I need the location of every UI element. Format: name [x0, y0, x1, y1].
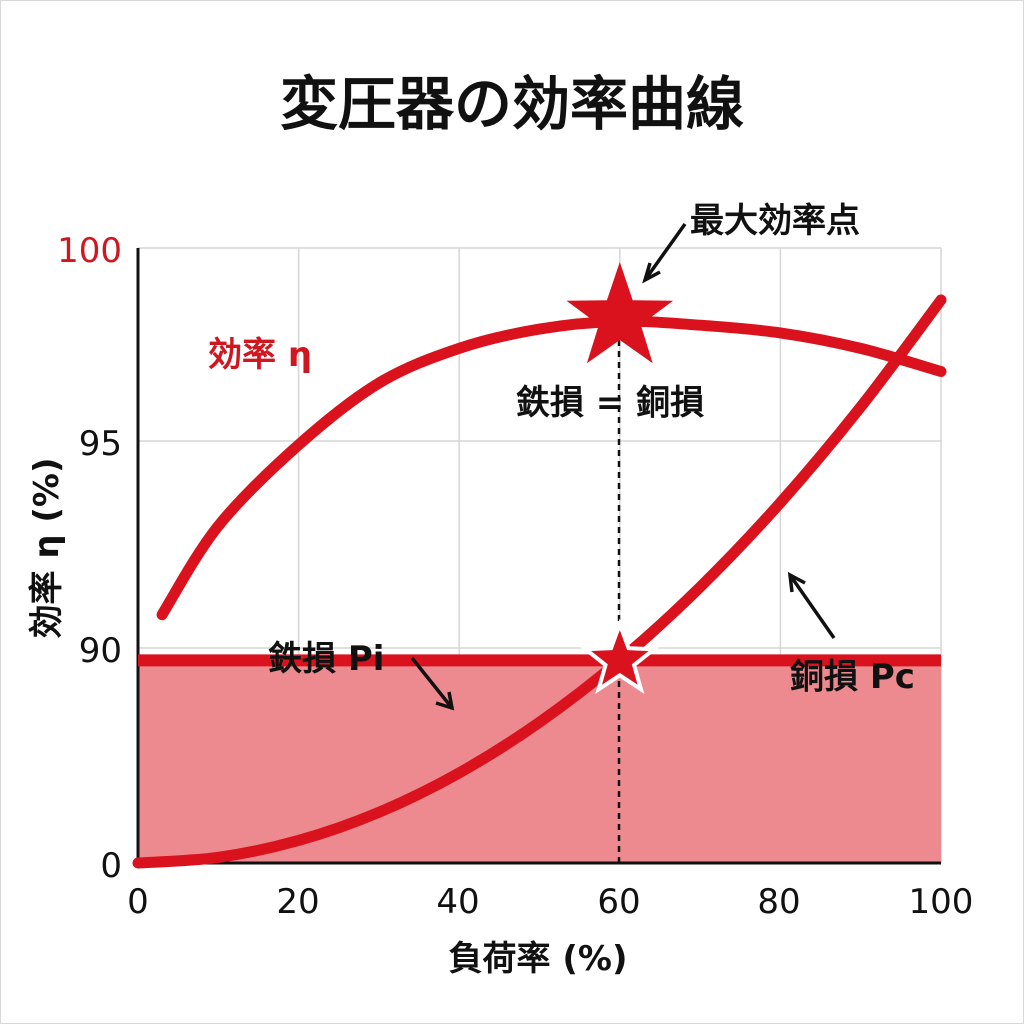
x-tick-label: 80: [757, 882, 800, 922]
y-tick-label: 100: [57, 231, 122, 271]
loss-equality-label: 鉄損 = 銅損: [516, 383, 704, 423]
max-efficiency-arrow: [643, 222, 687, 282]
iron-loss-arrow-head: [435, 691, 455, 711]
iron-loss-arrow: [410, 656, 454, 710]
max-efficiency-label: 最大効率点: [690, 201, 860, 241]
y-tick-label: 95: [79, 424, 122, 464]
iron-loss-fill: [138, 660, 941, 863]
copper-loss-arrow: [788, 573, 836, 640]
y-tick-label: 0: [100, 846, 122, 886]
series-copper-loss-curve: [132, 294, 947, 869]
iron-loss-label: 鉄損 Pi: [268, 639, 384, 679]
chart-title: 変圧器の効率曲線: [280, 70, 744, 138]
max-efficiency-star-icon: [566, 262, 674, 364]
loss-intersection-star-icon: [580, 618, 660, 695]
x-axis-title: 負荷率 (%): [449, 939, 628, 979]
series-efficiency-curve: [156, 315, 947, 621]
annotation-arrows: [410, 222, 836, 711]
max-efficiency-arrow-head: [642, 262, 661, 284]
efficiency-series-label: 効率 η: [208, 335, 312, 375]
y-tick-label: 90: [79, 631, 122, 671]
x-tick-label: 40: [436, 882, 479, 922]
x-tick-label: 0: [127, 882, 149, 922]
copper-loss-label: 銅損 Pc: [790, 657, 915, 697]
copper-loss-arrow-head: [787, 571, 806, 593]
x-tick-label: 100: [909, 882, 974, 922]
x-tick-label: 20: [276, 882, 319, 922]
y-axis-title: 効率 η (%): [27, 457, 67, 638]
x-tick-label: 60: [597, 882, 640, 922]
